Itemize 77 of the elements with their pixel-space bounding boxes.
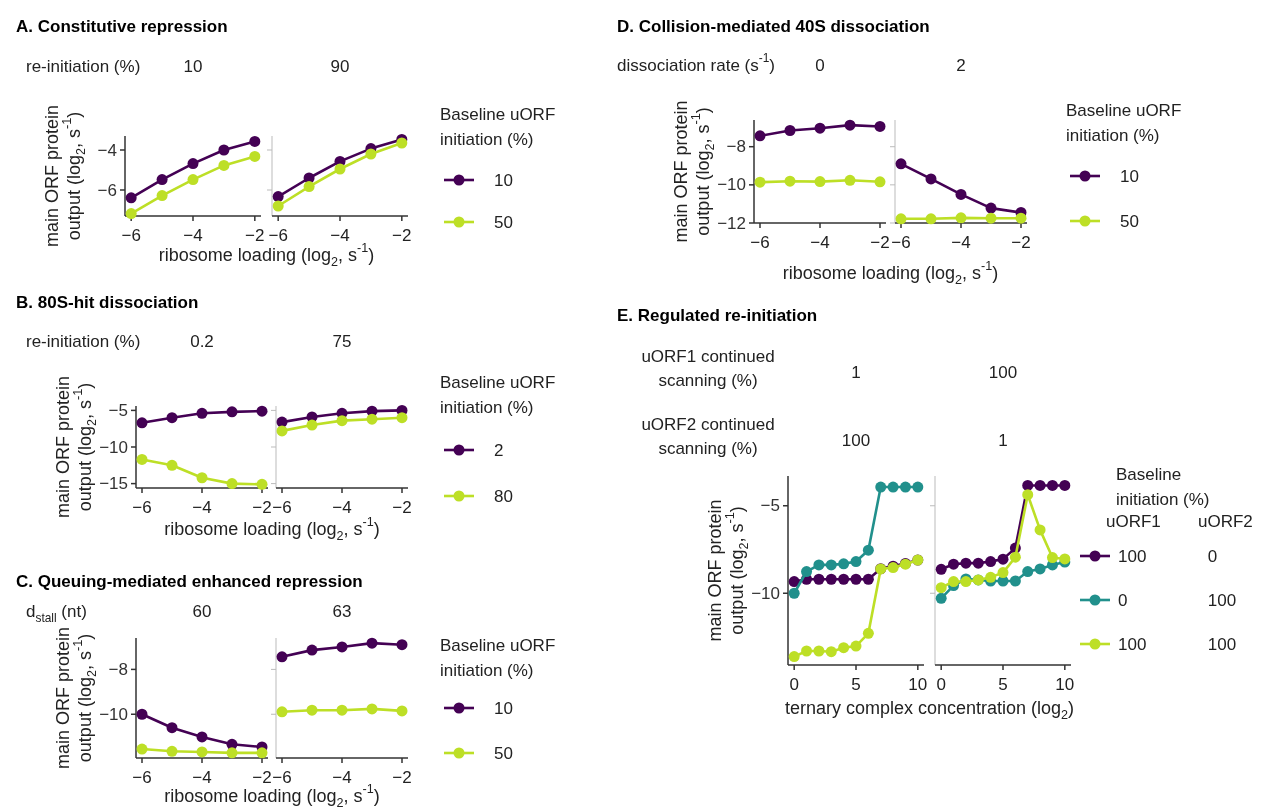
text: 60 bbox=[192, 601, 212, 621]
x-tick-label: −2 bbox=[1011, 232, 1031, 252]
chart-title: D. Collision-mediated 40S dissociation bbox=[617, 16, 930, 36]
text: d$_{stall}$ (nt) bbox=[26, 601, 87, 625]
legend-title: Baseline uORF initiation (%) bbox=[440, 635, 556, 680]
text: uORF2 bbox=[1198, 511, 1253, 531]
x-tick-label: 5 bbox=[851, 674, 861, 694]
y-tick-label: −5 bbox=[108, 400, 128, 420]
y-tick-label: −12 bbox=[717, 213, 746, 233]
legend-title: Baseline uORF initiation (%) bbox=[1066, 100, 1182, 145]
y-tick-label: −15 bbox=[99, 474, 128, 494]
legend-label: 10 bbox=[494, 698, 513, 718]
x-axis-title: ribosome loading (log$_{2}$, s$^{-1}$) bbox=[164, 515, 380, 543]
text: 10 bbox=[183, 56, 203, 76]
text: 63 bbox=[332, 601, 352, 621]
y-tick-label: −8 bbox=[726, 137, 746, 157]
legend-label: 80 bbox=[494, 486, 513, 506]
y-tick-label: −6 bbox=[97, 180, 117, 200]
chart-title: A. Constitutive repression bbox=[16, 16, 228, 36]
legend-title: Baseline uORF initiation (%) bbox=[440, 372, 556, 417]
text: 1 bbox=[998, 430, 1008, 450]
text: 100 bbox=[841, 430, 871, 450]
text: re-initiation (%) bbox=[26, 56, 141, 76]
x-tick-label: −2 bbox=[392, 497, 412, 517]
x-tick-label: 0 bbox=[936, 674, 946, 694]
text: re-initiation (%) bbox=[26, 331, 141, 351]
x-axis-title: ternary complex concentration (log$_{2}$) bbox=[784, 698, 1075, 722]
text: 75 bbox=[332, 331, 352, 351]
chart-title: C. Queuing-mediated enhanced repression bbox=[16, 571, 363, 591]
text: dissociation rate (s$^{-1}$) bbox=[617, 51, 775, 75]
x-tick-label: −4 bbox=[332, 497, 352, 517]
text: uORF1 continued scanning (%) bbox=[641, 346, 775, 390]
legend-label: 2 bbox=[494, 440, 504, 460]
legend-title: Baseline uORF initiation (%) bbox=[440, 104, 556, 149]
x-tick-label: −2 bbox=[870, 232, 890, 252]
legend-label: 0 100 bbox=[1118, 590, 1237, 610]
legend-label: 50 bbox=[494, 212, 513, 232]
legend-title: Baseline initiation (%) bbox=[1116, 464, 1210, 509]
x-tick-label: −4 bbox=[951, 232, 971, 252]
x-tick-label: 10 bbox=[1055, 674, 1075, 694]
text: 1 bbox=[851, 362, 861, 382]
y-tick-label: −10 bbox=[99, 704, 128, 724]
chart-title: E. Regulated re-initiation bbox=[617, 305, 818, 325]
x-tick-label: −6 bbox=[132, 767, 152, 787]
x-tick-label: 10 bbox=[908, 674, 928, 694]
y-tick-label: −5 bbox=[760, 496, 780, 516]
legend-label: 10 bbox=[1120, 166, 1139, 186]
x-tick-label: −4 bbox=[192, 497, 212, 517]
text: uORF1 bbox=[1106, 511, 1161, 531]
text: 90 bbox=[330, 56, 350, 76]
x-tick-label: −4 bbox=[810, 232, 830, 252]
chart-title: B. 80S-hit dissociation bbox=[16, 292, 199, 312]
legend-label: 100 100 bbox=[1118, 634, 1237, 654]
y-tick-label: −4 bbox=[97, 140, 117, 160]
x-tick-label: −6 bbox=[121, 225, 141, 245]
y-tick-label: −8 bbox=[108, 659, 128, 679]
x-tick-label: −6 bbox=[132, 497, 152, 517]
x-axis-title: ribosome loading (log$_{2}$, s$^{-1}$) bbox=[782, 259, 999, 287]
legend-label: 50 bbox=[494, 743, 513, 763]
y-tick-label: −10 bbox=[99, 437, 128, 457]
x-tick-label: −2 bbox=[252, 497, 272, 517]
x-tick-label: −2 bbox=[392, 767, 412, 787]
y-tick-label: −10 bbox=[717, 175, 746, 195]
x-tick-label: 0 bbox=[789, 674, 799, 694]
text: uORF2 continued scanning (%) bbox=[641, 414, 775, 458]
x-tick-label: −6 bbox=[272, 497, 292, 517]
text: 2 bbox=[956, 55, 966, 75]
x-tick-label: 5 bbox=[998, 674, 1008, 694]
legend-label: 100 0 bbox=[1118, 546, 1218, 566]
text: 0.2 bbox=[190, 331, 214, 351]
y-tick-label: −10 bbox=[751, 583, 780, 603]
text: 100 bbox=[988, 362, 1018, 382]
text: 0 bbox=[815, 55, 825, 75]
x-tick-label: −6 bbox=[891, 232, 911, 252]
legend-label: 50 bbox=[1120, 211, 1139, 231]
x-tick-label: −2 bbox=[392, 225, 412, 245]
legend-label: 10 bbox=[494, 170, 513, 190]
